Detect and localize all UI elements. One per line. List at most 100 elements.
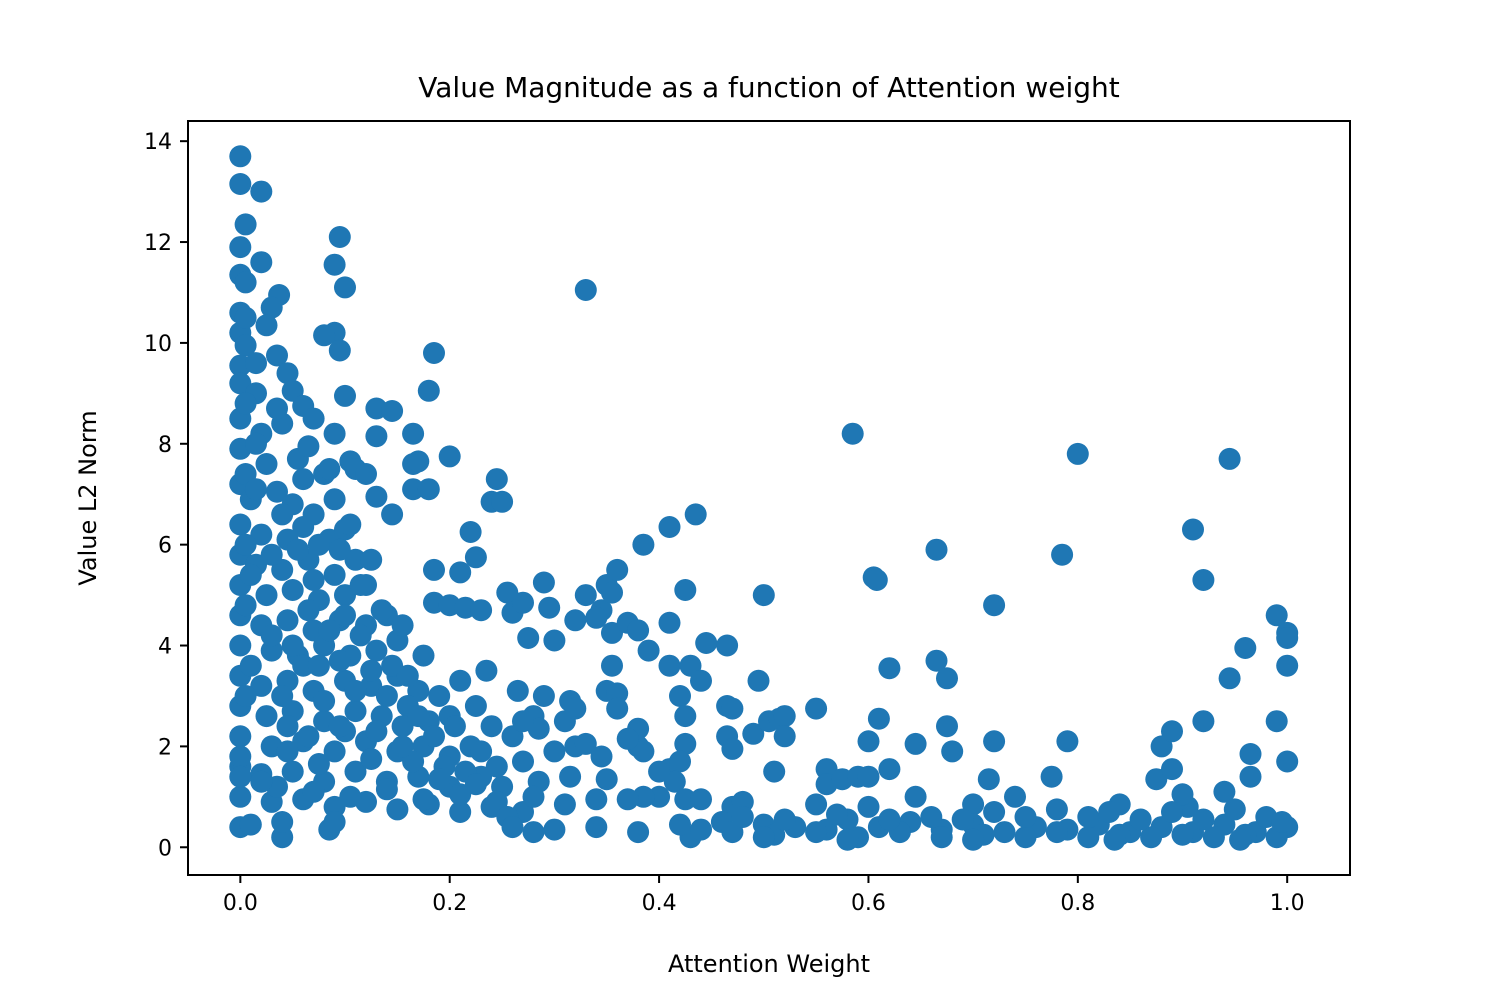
data-point bbox=[260, 543, 283, 566]
data-point bbox=[365, 639, 388, 662]
data-point bbox=[407, 450, 430, 473]
data-point bbox=[512, 591, 534, 614]
data-point bbox=[532, 685, 555, 707]
data-point bbox=[690, 818, 712, 841]
data-point bbox=[318, 619, 341, 642]
data-point bbox=[574, 584, 597, 607]
data-point bbox=[245, 352, 267, 375]
data-point bbox=[381, 654, 404, 677]
data-point bbox=[234, 685, 257, 707]
data-point bbox=[250, 523, 273, 546]
data-point bbox=[391, 614, 414, 637]
data-point bbox=[402, 422, 425, 445]
y-axis-label: Value L2 Norm bbox=[74, 410, 102, 585]
data-point bbox=[1161, 801, 1183, 823]
data-point bbox=[464, 695, 487, 717]
data-point bbox=[255, 314, 278, 337]
data-point bbox=[878, 758, 901, 781]
data-point bbox=[370, 599, 393, 622]
data-point bbox=[266, 397, 288, 420]
data-point bbox=[229, 725, 252, 748]
data-point bbox=[475, 659, 498, 682]
data-point bbox=[360, 659, 383, 682]
data-point bbox=[669, 813, 691, 836]
data-point bbox=[836, 828, 859, 851]
data-point bbox=[690, 669, 712, 692]
data-point bbox=[470, 740, 493, 763]
data-point bbox=[1098, 801, 1121, 823]
data-point bbox=[485, 755, 508, 778]
data-point bbox=[339, 513, 362, 536]
data-point bbox=[658, 611, 681, 634]
data-point bbox=[1239, 765, 1262, 788]
data-point bbox=[271, 811, 294, 833]
data-point bbox=[307, 753, 330, 775]
data-point bbox=[323, 811, 346, 833]
data-point bbox=[517, 627, 540, 649]
data-point bbox=[229, 745, 252, 768]
data-point bbox=[266, 344, 288, 367]
data-point bbox=[1265, 604, 1288, 627]
x-axis-ticks: 0.0 0.2 0.4 0.6 0.8 1.0 bbox=[223, 875, 1305, 916]
data-point bbox=[1045, 798, 1068, 821]
data-point bbox=[344, 548, 367, 571]
data-point bbox=[344, 679, 367, 702]
data-point bbox=[302, 780, 325, 803]
data-point bbox=[878, 657, 901, 680]
data-point bbox=[716, 634, 739, 657]
data-point bbox=[752, 584, 775, 607]
data-point bbox=[286, 538, 309, 561]
data-point bbox=[1014, 806, 1037, 828]
data-point bbox=[805, 821, 828, 844]
data-point bbox=[867, 707, 890, 730]
data-point bbox=[355, 463, 377, 485]
data-point bbox=[648, 760, 671, 783]
data-point bbox=[323, 422, 346, 445]
data-point bbox=[1234, 637, 1257, 659]
data-point bbox=[459, 521, 482, 543]
data-point bbox=[564, 697, 587, 720]
data-point bbox=[1192, 569, 1215, 591]
data-point bbox=[349, 624, 372, 647]
data-point bbox=[857, 795, 880, 818]
y-tick-label: 2 bbox=[158, 735, 172, 760]
data-point bbox=[815, 758, 838, 781]
data-point bbox=[595, 768, 618, 791]
data-point bbox=[936, 667, 958, 690]
data-point bbox=[428, 685, 451, 707]
data-point bbox=[936, 715, 958, 738]
data-point bbox=[1182, 518, 1204, 541]
data-point bbox=[250, 251, 273, 274]
data-point bbox=[407, 705, 430, 728]
data-point bbox=[234, 306, 257, 329]
data-point bbox=[512, 750, 534, 773]
data-point bbox=[229, 145, 252, 168]
data-point bbox=[841, 422, 864, 445]
data-point bbox=[255, 453, 278, 475]
data-point bbox=[396, 664, 419, 687]
data-point bbox=[606, 697, 629, 720]
data-point bbox=[585, 816, 608, 839]
data-point bbox=[266, 480, 288, 503]
data-point bbox=[307, 654, 330, 677]
data-point bbox=[590, 745, 613, 768]
data-point bbox=[323, 795, 346, 818]
data-point bbox=[506, 679, 529, 702]
data-point bbox=[983, 801, 1006, 823]
data-point bbox=[449, 561, 472, 584]
data-point bbox=[339, 785, 362, 808]
data-point bbox=[328, 649, 351, 672]
data-point bbox=[773, 705, 796, 728]
data-point bbox=[983, 730, 1006, 753]
data-point bbox=[601, 621, 623, 644]
data-point bbox=[229, 785, 252, 808]
data-point bbox=[412, 788, 435, 811]
data-point bbox=[941, 740, 964, 763]
y-tick-label: 14 bbox=[144, 130, 172, 155]
data-point bbox=[1051, 543, 1074, 566]
data-point bbox=[239, 813, 262, 836]
data-point bbox=[684, 503, 707, 526]
data-point bbox=[564, 609, 587, 632]
data-point bbox=[993, 821, 1016, 844]
